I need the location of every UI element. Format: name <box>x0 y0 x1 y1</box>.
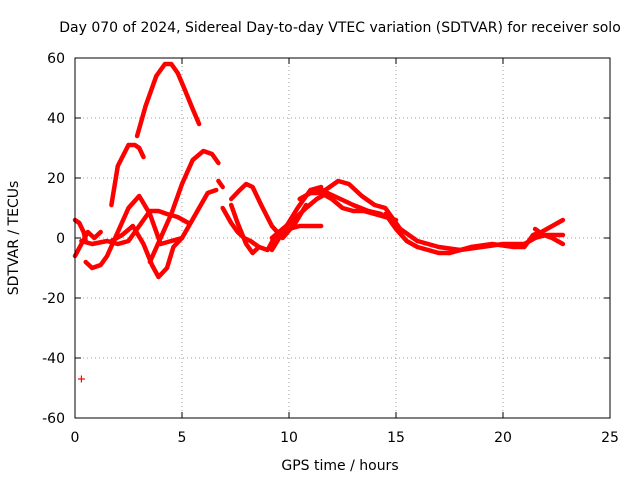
series-arc-12 <box>228 202 262 256</box>
axis-ticks: 0 5 10 15 20 25 -60 -40 -20 0 20 40 60 <box>42 51 619 446</box>
y-tick-label: -60 <box>42 411 65 427</box>
y-tick-label: -40 <box>42 351 65 367</box>
y-tick-label: 20 <box>47 171 65 187</box>
x-tick-label: 0 <box>71 430 80 446</box>
series-arc-7 <box>109 187 219 280</box>
x-tick-label: 20 <box>494 430 512 446</box>
x-tick-label: 5 <box>178 430 187 446</box>
y-tick-label: 40 <box>47 111 65 127</box>
series-arc-17 <box>308 178 566 253</box>
x-tick-label: 25 <box>601 430 619 446</box>
x-tick-label: 10 <box>280 430 298 446</box>
chart-title: Day 070 of 2024, Sidereal Day-to-day VTE… <box>59 20 621 36</box>
data-series <box>72 61 566 383</box>
series-arc-10 <box>220 205 285 253</box>
y-tick-label: -20 <box>42 291 65 307</box>
y-tick-label: 60 <box>47 51 65 67</box>
series-arc-15 <box>276 223 324 235</box>
series-arc-5 <box>109 142 146 208</box>
series-arc-20 <box>532 226 566 247</box>
x-tick-label: 15 <box>387 430 405 446</box>
y-axis-label: SDTVAR / TECUs <box>6 181 22 296</box>
series-arc-9 <box>216 178 225 190</box>
plot-frame <box>74 57 611 419</box>
series-arc-2 <box>72 229 103 259</box>
series-arc-8 <box>147 148 221 265</box>
series-arc-19 <box>447 217 566 256</box>
series-arc-13 <box>269 184 324 253</box>
series-arc-6 <box>134 61 202 139</box>
y-tick-label: 0 <box>56 231 65 247</box>
x-axis-label: GPS time / hours <box>281 458 398 474</box>
data-point-outlier <box>77 375 85 383</box>
series-arc-4 <box>83 193 185 271</box>
